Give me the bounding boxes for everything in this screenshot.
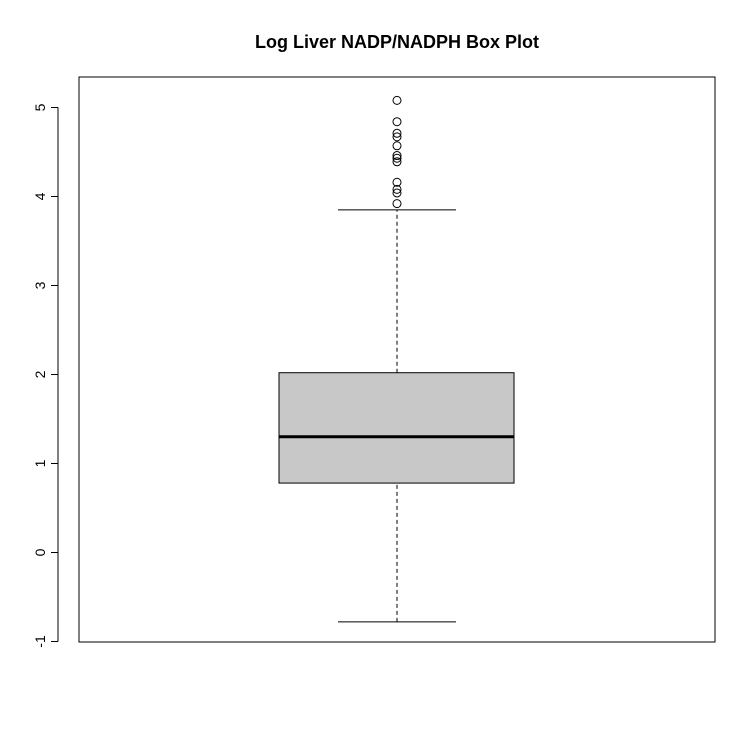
y-tick-label: 4 xyxy=(32,192,48,200)
box-group xyxy=(278,209,515,623)
y-tick-label: 3 xyxy=(32,281,48,289)
outlier-point xyxy=(392,157,402,167)
plot-area-frame xyxy=(78,76,716,643)
outlier-point xyxy=(392,117,402,127)
outlier-group xyxy=(392,95,402,209)
interquartile-box xyxy=(278,372,515,484)
outlier-point xyxy=(392,151,402,161)
y-axis: -1 0 1 2 3 4 5 xyxy=(32,103,59,648)
y-tick-label: -1 xyxy=(32,635,48,648)
chart-title: Log Liver NADP/NADPH Box Plot xyxy=(255,32,539,52)
y-tick-label: 0 xyxy=(32,548,48,556)
outlier-point xyxy=(392,184,402,194)
outlier-point xyxy=(392,188,402,198)
outlier-point xyxy=(392,153,402,163)
outlier-point xyxy=(392,128,402,138)
outlier-point xyxy=(392,132,402,142)
outlier-point xyxy=(392,95,402,105)
outlier-point xyxy=(392,199,402,209)
outlier-point xyxy=(392,141,402,151)
y-tick-label: 1 xyxy=(32,459,48,467)
outlier-point xyxy=(392,177,402,187)
y-tick-label: 5 xyxy=(32,103,48,111)
y-tick-label: 2 xyxy=(32,370,48,378)
